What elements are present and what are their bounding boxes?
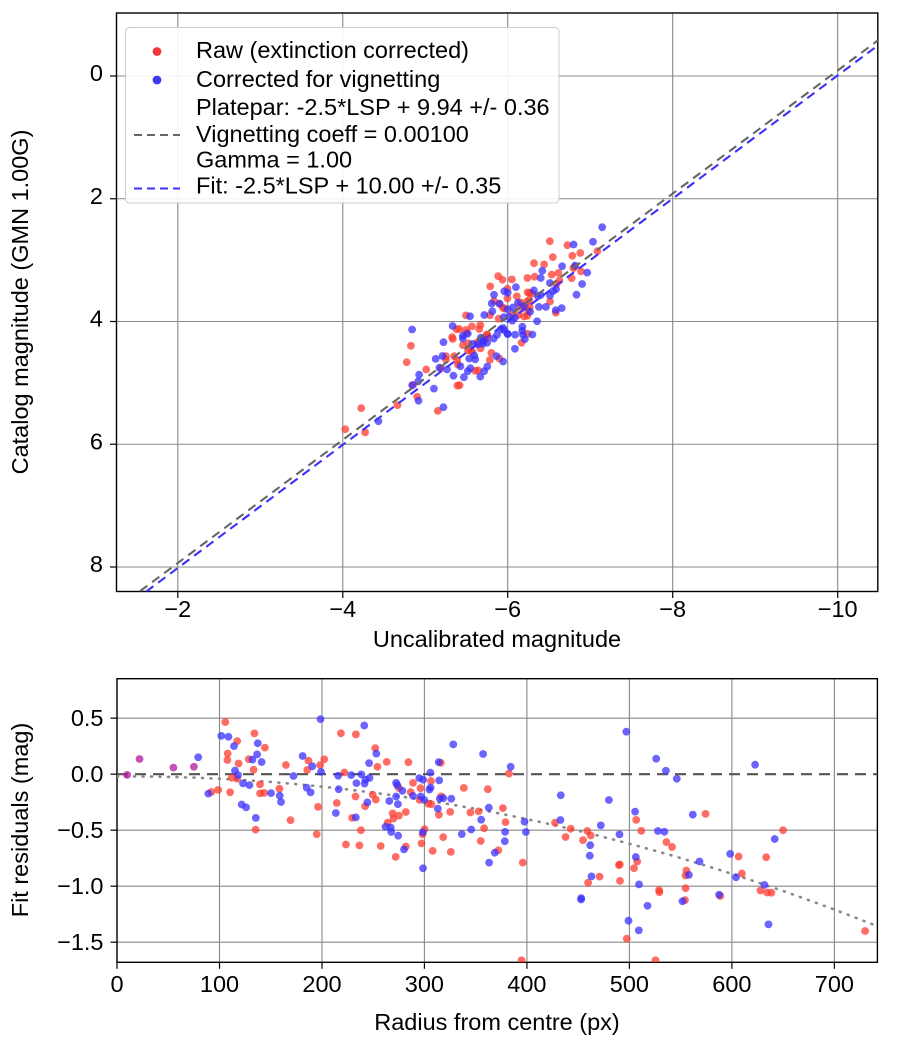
svg-text:−0.5: −0.5 bbox=[57, 817, 103, 843]
svg-text:0: 0 bbox=[110, 971, 123, 997]
svg-text:6: 6 bbox=[90, 428, 103, 454]
svg-text:Fit residuals (mag): Fit residuals (mag) bbox=[7, 723, 33, 918]
svg-text:−2: −2 bbox=[164, 596, 191, 622]
svg-text:Raw (extinction corrected): Raw (extinction corrected) bbox=[196, 37, 469, 63]
svg-text:400: 400 bbox=[507, 971, 546, 997]
svg-text:600: 600 bbox=[712, 971, 751, 997]
svg-text:300: 300 bbox=[405, 971, 444, 997]
svg-text:4: 4 bbox=[90, 306, 103, 332]
svg-text:Gamma = 1.00: Gamma = 1.00 bbox=[196, 147, 352, 173]
svg-text:Radius from centre (px): Radius from centre (px) bbox=[374, 1009, 620, 1035]
svg-text:Platepar: -2.5*LSP + 9.94 +/-: Platepar: -2.5*LSP + 9.94 +/- 0.36 bbox=[196, 94, 550, 120]
svg-text:200: 200 bbox=[302, 971, 341, 997]
svg-text:−10: −10 bbox=[818, 596, 858, 622]
svg-text:−1.5: −1.5 bbox=[57, 929, 103, 955]
svg-text:Vignetting coeff = 0.00100: Vignetting coeff = 0.00100 bbox=[196, 121, 469, 147]
svg-text:Fit: -2.5*LSP + 10.00 +/- 0.35: Fit: -2.5*LSP + 10.00 +/- 0.35 bbox=[196, 173, 501, 199]
svg-text:−6: −6 bbox=[494, 596, 521, 622]
svg-text:0: 0 bbox=[90, 60, 103, 86]
svg-text:−8: −8 bbox=[659, 596, 686, 622]
svg-text:8: 8 bbox=[90, 551, 103, 577]
svg-text:700: 700 bbox=[815, 971, 854, 997]
svg-text:100: 100 bbox=[200, 971, 239, 997]
svg-text:0.0: 0.0 bbox=[71, 761, 104, 787]
svg-text:Corrected for vignetting: Corrected for vignetting bbox=[196, 66, 440, 92]
svg-text:2: 2 bbox=[90, 183, 103, 209]
svg-text:500: 500 bbox=[610, 971, 649, 997]
svg-text:Catalog magnitude (GMN 1.00G): Catalog magnitude (GMN 1.00G) bbox=[7, 130, 33, 475]
svg-text:0.5: 0.5 bbox=[71, 705, 104, 731]
svg-text:−4: −4 bbox=[329, 596, 356, 622]
svg-text:−1.0: −1.0 bbox=[57, 873, 103, 899]
svg-text:Uncalibrated magnitude: Uncalibrated magnitude bbox=[373, 626, 621, 652]
